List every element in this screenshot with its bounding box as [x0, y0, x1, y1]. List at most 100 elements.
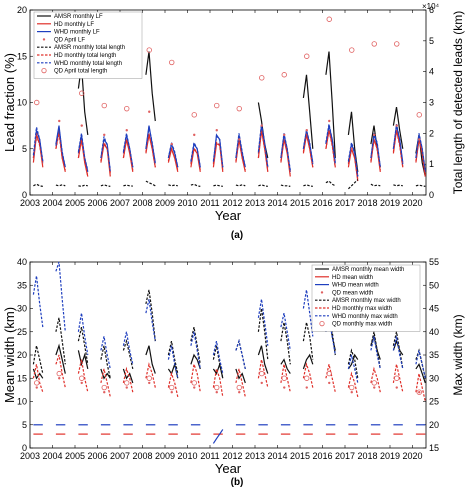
x-tick-label: 2017: [335, 198, 355, 208]
series-line-segment: [257, 345, 269, 374]
series-line-segment: [415, 139, 426, 177]
y-tick-label: 10: [17, 98, 27, 108]
series-line-segment: [212, 141, 224, 171]
series-line-segment: [392, 123, 404, 165]
x-tick-label: 2012: [222, 198, 242, 208]
series-line-segment: [77, 350, 89, 370]
series-line-segment: [235, 133, 246, 168]
x-tick-label: 2008: [132, 451, 152, 461]
y2-tick-label: 25: [429, 397, 439, 407]
chart-panel-a: 2003 2004 2005 2006 2007 2008 2009 2010 2011 2012…: [2, 2, 465, 223]
x-tick-label: 2016: [312, 198, 332, 208]
series-qd-april-lf: [35, 110, 421, 150]
chart-panel-b: 2003 2004 2005 2006 2007 2008 2009 2010 2011 2012…: [2, 257, 465, 476]
series-line-segment: [370, 134, 381, 168]
series-line-segment: [280, 139, 291, 174]
data-point: [371, 380, 377, 386]
x-tick-label: 2012: [222, 451, 242, 461]
legend-box: [33, 11, 143, 79]
x-tick-label: 2014: [267, 198, 287, 208]
series-line-segment: [212, 135, 224, 168]
series-line-segment: [370, 366, 381, 393]
series-line-segment: [370, 336, 381, 370]
series-line-segment: [302, 134, 314, 168]
x-tick-label: 2007: [110, 198, 130, 208]
series-line-segment: [145, 180, 156, 187]
x-tick-label: 2011: [200, 451, 219, 461]
legend-label: WHD monthly LF: [54, 30, 100, 36]
data-point: [215, 391, 218, 394]
data-point: [416, 389, 422, 395]
x-tick-label: 2020: [402, 451, 422, 461]
series-line-segment: [100, 184, 111, 187]
y2-tick-label: 2: [429, 128, 434, 138]
data-point: [238, 391, 241, 394]
y2-tick-label: 0: [429, 190, 434, 200]
y2-tick-label: 55: [429, 257, 439, 267]
series-line-segment: [190, 142, 201, 168]
x-tick-label: 2017: [335, 451, 355, 461]
data-point: [373, 133, 376, 137]
x-tick-label: 2009: [155, 198, 175, 208]
data-point: [349, 384, 355, 391]
data-point: [305, 386, 308, 389]
series-line-segment: [347, 179, 359, 190]
series-line-segment: [190, 353, 201, 370]
data-point: [281, 375, 287, 381]
series-amsr-monthly-lf: [77, 51, 426, 177]
series-line-segment: [257, 299, 269, 346]
series-line-segment: [347, 348, 359, 379]
x-tick-label: 2006: [87, 198, 107, 208]
y-tick-label: 5: [22, 144, 27, 154]
data-point: [328, 119, 331, 123]
legend-label: AMSR monthly total length: [54, 45, 125, 51]
series-hd-monthly-total-length: [32, 130, 426, 180]
legend-label: AMSR monthly mean width: [332, 267, 404, 273]
series-line-segment: [302, 353, 314, 370]
series-line-segment: [190, 140, 201, 168]
series-line-segment: [122, 133, 134, 168]
series-line-segment: [77, 313, 89, 356]
series-line-segment: [55, 343, 66, 374]
series-line-segment: [392, 364, 404, 393]
y2-tick-label: 30: [429, 373, 439, 383]
legend-label: WHD monthly total length: [54, 61, 122, 67]
legend: AMSR monthly LF HD monthly LF WHD monthly …: [33, 11, 143, 79]
data-point: [283, 386, 286, 389]
data-point: [35, 138, 38, 141]
data-point: [148, 381, 151, 385]
series-line-segment: [302, 289, 314, 337]
series-line-segment: [55, 354, 66, 388]
x-tick-label: 2013: [245, 451, 265, 461]
data-point: [58, 119, 61, 123]
y-tick-label: 0: [22, 443, 27, 453]
data-point: [418, 138, 421, 141]
series-line-segment: [392, 336, 404, 370]
data-point: [170, 391, 173, 394]
data-point: [418, 391, 421, 394]
data-point: [125, 386, 128, 389]
y2-tick-label: 35: [429, 350, 439, 360]
data-point: [215, 129, 218, 132]
legend-label: HD monthly total length: [54, 53, 116, 59]
y-tick-label: 15: [17, 51, 27, 61]
x-tick-label: 2020: [402, 198, 422, 208]
series-line-segment: [190, 331, 201, 369]
series-line-segment: [33, 183, 43, 187]
series-line-segment: [77, 133, 89, 171]
series-qd-monthly-max-width: [34, 370, 422, 395]
x-tick-label: 2007: [110, 451, 130, 461]
data-point: [146, 375, 152, 381]
x-tick-label: 2010: [177, 451, 197, 461]
data-point: [34, 380, 40, 386]
y-tick-label: 20: [17, 5, 27, 15]
y2-tick-label: 15: [429, 443, 439, 453]
series-line-segment: [302, 322, 314, 360]
legend-label: QD mean width: [332, 290, 373, 296]
data-point: [304, 375, 310, 381]
x-tick-label: 2013: [245, 198, 265, 208]
data-point: [260, 381, 263, 385]
series-line-segment: [167, 345, 179, 379]
series-line-segment: [167, 146, 179, 171]
